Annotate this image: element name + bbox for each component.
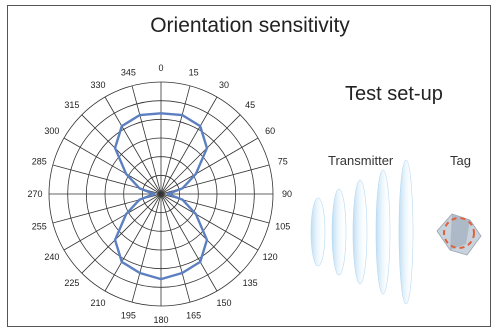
angle-tick-label: 105 (275, 222, 290, 232)
angle-tick-label: 225 (64, 278, 79, 288)
wave-arc (375, 169, 391, 295)
tag-label: Tag (450, 153, 471, 168)
figure-title: Orientation sensitivity (150, 14, 350, 37)
tag-card-shade (450, 214, 470, 250)
tag-antenna-ring (443, 217, 475, 249)
grid-spoke (63, 137, 162, 195)
grid-spoke (81, 193, 162, 274)
wave-arc (310, 197, 326, 267)
grid-spoke (160, 193, 241, 274)
angle-tick-label: 240 (44, 252, 59, 262)
angle-tick-label: 60 (265, 126, 275, 136)
angle-tick-label: 270 (27, 189, 42, 199)
wave-arc (352, 179, 368, 285)
angle-tick-label: 135 (243, 278, 258, 288)
angle-tick-label: 345 (121, 67, 136, 77)
grid-spoke (104, 96, 162, 195)
polar-grid (48, 81, 274, 307)
wave-arc (331, 188, 347, 276)
angle-tick-label: 255 (32, 222, 47, 232)
angle-tick-label: 75 (278, 156, 288, 166)
angle-tick-label: 180 (153, 315, 168, 325)
angle-tick-label: 330 (90, 80, 105, 90)
angle-tick-label: 300 (44, 126, 59, 136)
wave-arc (398, 159, 414, 305)
angle-tick-label: 90 (282, 189, 292, 199)
grid-spoke (131, 193, 162, 303)
angle-tick-label: 165 (186, 311, 201, 321)
grid-spoke (160, 85, 191, 195)
sensitivity-series (113, 112, 209, 281)
grid-spoke (160, 193, 191, 303)
grid-spoke (160, 96, 218, 195)
transmitter-waves-icon (310, 159, 414, 305)
grid-spoke (81, 114, 162, 195)
grid-spoke (160, 137, 259, 195)
angle-tick-label: 210 (90, 298, 105, 308)
grid-spoke (63, 193, 162, 251)
angle-tick-label: 150 (216, 298, 231, 308)
angle-tick-label: 15 (189, 67, 199, 77)
angle-tick-label: 315 (64, 100, 79, 110)
angle-tick-label: 30 (219, 80, 229, 90)
angle-tick-label: 120 (263, 252, 278, 262)
grid-spoke (160, 193, 218, 292)
grid-spoke (131, 85, 162, 195)
angle-tick-label: 195 (121, 311, 136, 321)
angle-tick-label: 285 (32, 156, 47, 166)
transmitter-label: Transmitter (328, 153, 394, 168)
angle-tick-labels: 0 15 30 45 60 75 90 105 120 135 150 165 180 195 210 225… (27, 63, 292, 325)
grid-spoke (160, 193, 259, 251)
grid-spoke (104, 193, 162, 292)
setup-title: Test set-up (345, 83, 443, 105)
tag-icon (436, 213, 482, 256)
angle-tick-label: 45 (245, 100, 255, 110)
grid-spoke (160, 114, 241, 195)
angle-tick-label: 0 (158, 63, 163, 73)
